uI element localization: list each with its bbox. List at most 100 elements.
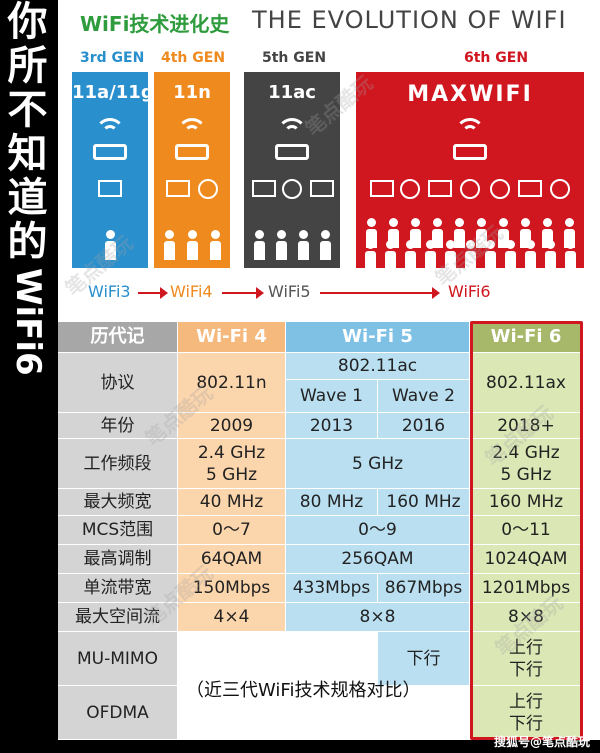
side-title-char: 不 — [7, 87, 48, 133]
gen-standard: 11ac — [268, 82, 316, 103]
table-cell: 80 MHz — [286, 489, 378, 516]
table-cell: 802.11ac — [286, 353, 470, 380]
gen-heading-3: 3rd GEN — [80, 50, 145, 66]
table-cell: 4×4 — [178, 603, 286, 632]
footer-bar — [58, 740, 600, 753]
gen-label-wifi4: WiFi4 — [170, 282, 213, 301]
arrow-icon — [138, 287, 168, 299]
wifi6-highlight-frame — [470, 321, 583, 740]
cell-line: 5 GHz — [500, 464, 552, 485]
users-icon — [360, 210, 580, 248]
gen-heading-6: 6th GEN — [464, 50, 529, 66]
table-cell: 2018+ — [470, 413, 583, 439]
header-title-cn: WiFi技术进化史 — [80, 12, 230, 36]
row-label: MCS范围 — [58, 516, 178, 545]
router-icon — [175, 144, 209, 160]
table-cell: 8×8 — [470, 603, 583, 632]
cell-line: 下行 — [509, 713, 543, 734]
side-title-char: 的 — [7, 219, 48, 265]
vr-icon — [518, 180, 542, 197]
row-label: 年份 — [58, 413, 178, 439]
gen-label-wifi3: WiFi3 — [88, 282, 131, 301]
video-icon — [428, 180, 452, 197]
globe-icon — [198, 179, 218, 199]
footer-credit: 搜狐号@笔点酷玩 — [493, 735, 590, 749]
gen-label-wifi6: WiFi6 — [448, 282, 491, 301]
gen-standard: 11n — [173, 82, 211, 103]
gen-column-4: 11n — [154, 72, 230, 268]
side-title-char: 道 — [7, 175, 48, 221]
users-icon — [248, 222, 336, 260]
arrow-icon — [320, 287, 440, 299]
row-label: 最高调制 — [58, 545, 178, 574]
table-cell: 867Mbps — [378, 574, 470, 603]
gen-heading-5: 5th GEN — [262, 50, 327, 66]
table-cell: 2016 — [378, 413, 470, 439]
infographic: WiFi技术进化史 THE EVOLUTION OF WIFI 3rd GEN … — [58, 0, 600, 753]
arrow-icon — [222, 287, 264, 299]
router-icon — [275, 144, 309, 160]
headset-icon — [550, 179, 570, 199]
maxwifi-logo: MAXWIFI — [407, 82, 533, 107]
table-header: 历代记 — [58, 322, 178, 353]
table-cell: 160 MHz — [470, 489, 583, 516]
email-icon — [252, 180, 276, 197]
table-cell: 433Mbps — [286, 574, 378, 603]
table-cell: 256QAM — [286, 545, 470, 574]
users-icon — [360, 232, 580, 270]
table-cell: Wave 2 — [378, 380, 470, 413]
gen-heading-4: 4th GEN — [161, 50, 226, 66]
table-cell: 2009 — [178, 413, 286, 439]
side-title-latin: WiFi6 — [8, 268, 48, 376]
table-cell-empty — [178, 686, 470, 740]
row-label: MU-MIMO — [58, 632, 178, 686]
table-cell: 5 GHz — [286, 439, 470, 489]
users-icon — [158, 222, 226, 260]
wifi-signal-icon — [277, 118, 307, 142]
table-cell: 802.11n — [178, 353, 286, 413]
email-icon — [370, 180, 394, 197]
table-cell: 0～9 — [286, 516, 470, 545]
gen-column-6: MAXWIFI — [356, 72, 584, 270]
email-icon — [98, 180, 122, 197]
side-title-char: 所 — [7, 43, 48, 89]
table-cell: 802.11ax — [470, 353, 583, 413]
cell-line: 上行 — [509, 637, 543, 658]
table-cell: 40 MHz — [178, 489, 286, 516]
table-cell: 下行 — [378, 632, 470, 686]
row-label: 最大频宽 — [58, 489, 178, 516]
share-icon — [490, 179, 510, 199]
table-header: Wi-Fi 4 — [178, 322, 286, 353]
table-cell: 1201Mbps — [470, 574, 583, 603]
table-cell: 2.4 GHz 5 GHz — [470, 439, 583, 489]
table-cell: 8×8 — [286, 603, 470, 632]
cell-line: 2.4 GHz — [197, 442, 266, 463]
table-cell-empty — [178, 632, 378, 686]
globe-icon — [282, 179, 302, 199]
row-label: OFDMA — [58, 686, 178, 740]
row-label: 最大空间流 — [58, 603, 178, 632]
row-label: 单流带宽 — [58, 574, 178, 603]
side-title: 你 所 不 知 道 的 WiFi6 — [0, 0, 55, 753]
comparison-table: 历代记 Wi-Fi 4 Wi-Fi 5 Wi-Fi 6 协议 802.11n 8… — [58, 322, 600, 740]
header-title-en: THE EVOLUTION OF WIFI — [252, 6, 567, 34]
video-icon — [310, 180, 334, 197]
table-cell: 160 MHz — [378, 489, 470, 516]
gen-column-3: 11a/11g — [72, 72, 154, 268]
side-title-char: 你 — [7, 0, 48, 45]
wifi-signal-icon — [177, 118, 207, 142]
cell-line: 2.4 GHz — [492, 442, 560, 463]
router-icon — [93, 144, 127, 160]
gen-standard: 11a/11g — [72, 82, 154, 103]
table-header: Wi-Fi 5 — [286, 322, 470, 353]
phone-icon — [460, 179, 480, 199]
row-label: 工作频段 — [58, 439, 178, 489]
table-caption: （近三代WiFi技术规格对比） — [186, 680, 421, 701]
table-cell: Wave 1 — [286, 380, 378, 413]
router-icon — [453, 144, 487, 160]
table-cell: 2013 — [286, 413, 378, 439]
table-cell: 0～7 — [178, 516, 286, 545]
side-title-char: 知 — [7, 131, 48, 177]
cell-line: 上行 — [509, 691, 543, 712]
table-cell: 150Mbps — [178, 574, 286, 603]
